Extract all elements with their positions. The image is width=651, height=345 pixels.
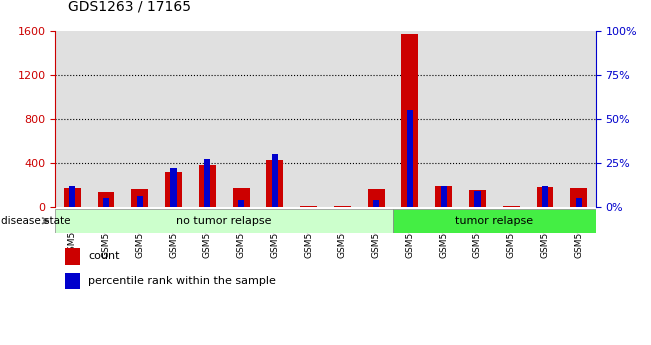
- Bar: [65, 248, 79, 265]
- Bar: [171, 168, 176, 207]
- Bar: [436, 186, 452, 207]
- Bar: [575, 198, 582, 207]
- Bar: [123, 31, 157, 207]
- Bar: [232, 188, 249, 207]
- Bar: [69, 186, 76, 207]
- Bar: [427, 31, 461, 207]
- Bar: [191, 31, 224, 207]
- Bar: [98, 191, 115, 207]
- Bar: [334, 206, 351, 207]
- Bar: [469, 190, 486, 207]
- Bar: [132, 189, 148, 207]
- Text: GDS1263 / 17165: GDS1263 / 17165: [68, 0, 191, 14]
- Bar: [55, 209, 393, 233]
- Bar: [536, 187, 553, 207]
- Text: count: count: [88, 252, 119, 261]
- Bar: [402, 34, 419, 207]
- Bar: [238, 200, 244, 207]
- Bar: [441, 186, 447, 207]
- Bar: [199, 165, 215, 207]
- Bar: [368, 189, 385, 207]
- Bar: [562, 31, 596, 207]
- Bar: [64, 188, 81, 207]
- Bar: [393, 209, 596, 233]
- Bar: [475, 191, 480, 207]
- Bar: [300, 206, 317, 207]
- Bar: [103, 198, 109, 207]
- Bar: [542, 186, 548, 207]
- Bar: [461, 31, 494, 207]
- Bar: [407, 110, 413, 207]
- Bar: [359, 31, 393, 207]
- Bar: [65, 273, 79, 289]
- Bar: [528, 31, 562, 207]
- Bar: [137, 196, 143, 207]
- Bar: [570, 188, 587, 207]
- Text: percentile rank within the sample: percentile rank within the sample: [88, 276, 276, 286]
- Bar: [292, 31, 326, 207]
- Text: no tumor relapse: no tumor relapse: [176, 216, 272, 226]
- Bar: [165, 172, 182, 207]
- Bar: [204, 159, 210, 207]
- Bar: [494, 31, 528, 207]
- Bar: [393, 31, 427, 207]
- Bar: [157, 31, 191, 207]
- Bar: [326, 31, 359, 207]
- Bar: [373, 200, 379, 207]
- Bar: [503, 206, 519, 207]
- Bar: [266, 160, 283, 207]
- Bar: [224, 31, 258, 207]
- Bar: [89, 31, 123, 207]
- Text: tumor relapse: tumor relapse: [455, 216, 533, 226]
- Text: disease state: disease state: [1, 216, 71, 226]
- Bar: [272, 154, 278, 207]
- Bar: [55, 31, 89, 207]
- Bar: [258, 31, 292, 207]
